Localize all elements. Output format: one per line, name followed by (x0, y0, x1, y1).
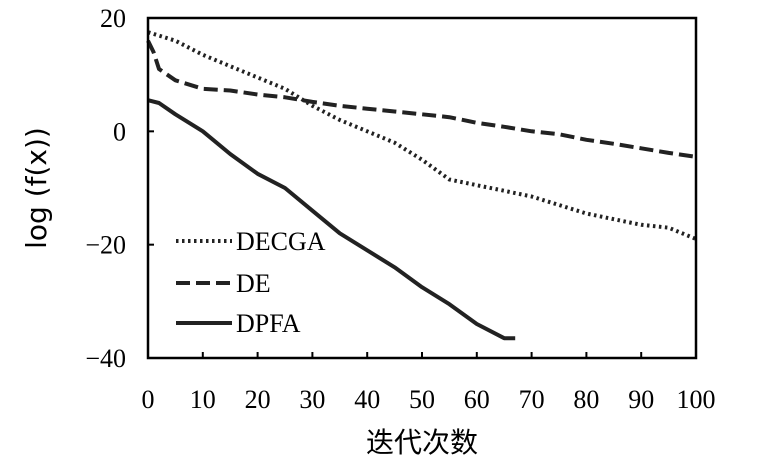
y-tick-label: 0 (113, 117, 126, 146)
x-tick-label: 90 (628, 385, 654, 414)
x-tick-label: 20 (245, 385, 271, 414)
series-line-de (146, 39, 697, 159)
x-tick-label: 10 (190, 385, 216, 414)
legend-label-decga: DECGA (236, 227, 326, 256)
x-tick-label: 80 (573, 385, 599, 414)
y-tick-label: 20 (100, 4, 126, 33)
x-tick-label: 30 (299, 385, 325, 414)
y-axis-title: log (f(x)) (20, 127, 53, 249)
y-axis: 20 0 −20 −40 (85, 4, 154, 373)
series-layer (146, 30, 697, 341)
x-axis-title: 迭代次数 (366, 426, 478, 459)
legend-label-dpfa: DPFA (236, 309, 301, 338)
plot-area-frame (146, 16, 698, 360)
series-line-decga (147, 30, 697, 241)
x-tick-label: 40 (354, 385, 380, 414)
x-tick-label: 70 (519, 385, 545, 414)
x-tick-label: 0 (142, 385, 155, 414)
x-axis: 0 10 20 30 40 50 60 70 80 90 100 (142, 352, 716, 414)
x-tick-label: 100 (677, 385, 716, 414)
y-tick-label: −20 (85, 231, 126, 260)
y-tick-label: −40 (85, 344, 126, 373)
x-tick-label: 50 (409, 385, 435, 414)
legend: DECGA DE DPFA (176, 227, 326, 338)
x-tick-label: 60 (464, 385, 490, 414)
legend-label-de: DE (236, 269, 271, 298)
series-line-dpfa (147, 98, 516, 341)
